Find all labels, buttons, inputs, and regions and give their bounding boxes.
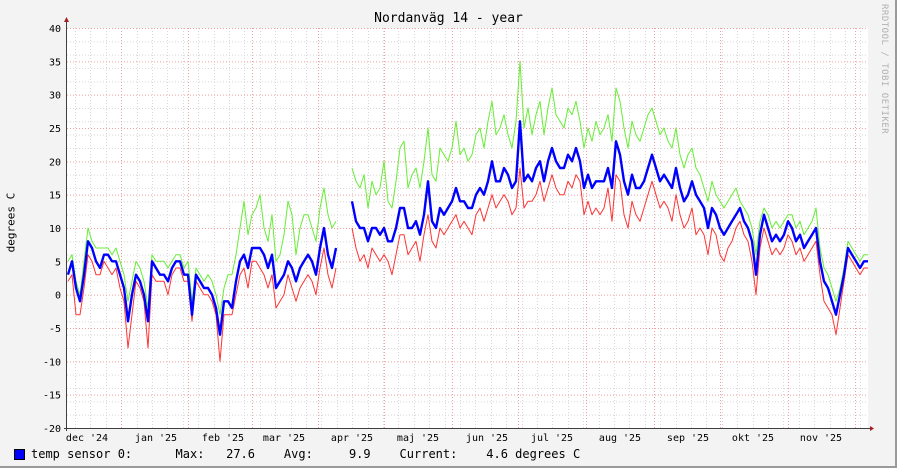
- x-tick-label: mar '25: [263, 433, 305, 444]
- series-line-temp-sensor-0: [66, 120, 868, 336]
- legend-label: temp sensor 0:: [31, 447, 133, 461]
- legend-max-label: Max:: [175, 447, 205, 461]
- x-tick-label: aug '25: [599, 433, 641, 444]
- x-tick-label: feb '25: [202, 433, 244, 444]
- x-tick-label: dec '24: [66, 433, 108, 444]
- legend-swatch: [14, 448, 25, 460]
- y-tick-label: 15: [49, 191, 61, 202]
- legend-avg-value: 9.9: [348, 447, 371, 461]
- y-tick-label: 20: [49, 157, 61, 168]
- y-tick-label: -10: [43, 357, 61, 368]
- legend-max-value: 27.6: [226, 447, 256, 461]
- legend-avg-label: Avg:: [283, 447, 313, 461]
- chart-title: Nordanväg 14 - year: [374, 11, 523, 26]
- series-line-min: [67, 167, 868, 362]
- x-tick-label: okt '25: [732, 433, 774, 444]
- x-tick-label: nov '25: [800, 433, 842, 444]
- series-line-max: [67, 60, 868, 316]
- rrdtool-watermark: RRDTOOL / TOBI OETIKER: [879, 4, 889, 135]
- legend-current-value: 4.6 degrees C: [486, 447, 581, 461]
- x-tick-label: maj '25: [397, 433, 439, 444]
- legend-current-label: Current:: [399, 447, 458, 461]
- x-tick-label: apr '25: [331, 433, 373, 444]
- y-tick-label: 35: [49, 57, 61, 68]
- y-axis-arrow-icon: [64, 17, 69, 22]
- x-tick-label: jul '25: [531, 433, 573, 444]
- y-tick-label: 10: [49, 224, 61, 235]
- y-tick-label: 0: [55, 291, 61, 302]
- y-tick-label: -20: [43, 424, 61, 435]
- y-tick-label: 25: [49, 124, 61, 135]
- legend: temp sensor 0: Max: 27.6 Avg: 9.9 Curren…: [14, 447, 580, 461]
- x-tick-label: jun '25: [466, 433, 508, 444]
- y-tick-label: -5: [49, 324, 61, 335]
- y-tick-label: 30: [49, 91, 61, 102]
- y-axis-label: degrees C: [4, 192, 18, 253]
- x-axis-arrow-icon: [870, 426, 874, 431]
- y-tick-label: 40: [49, 24, 61, 35]
- x-tick-label: jan '25: [135, 433, 177, 444]
- y-tick-label: 5: [55, 257, 61, 268]
- y-tick-label: -15: [43, 391, 61, 402]
- x-tick-label: sep '25: [667, 433, 709, 444]
